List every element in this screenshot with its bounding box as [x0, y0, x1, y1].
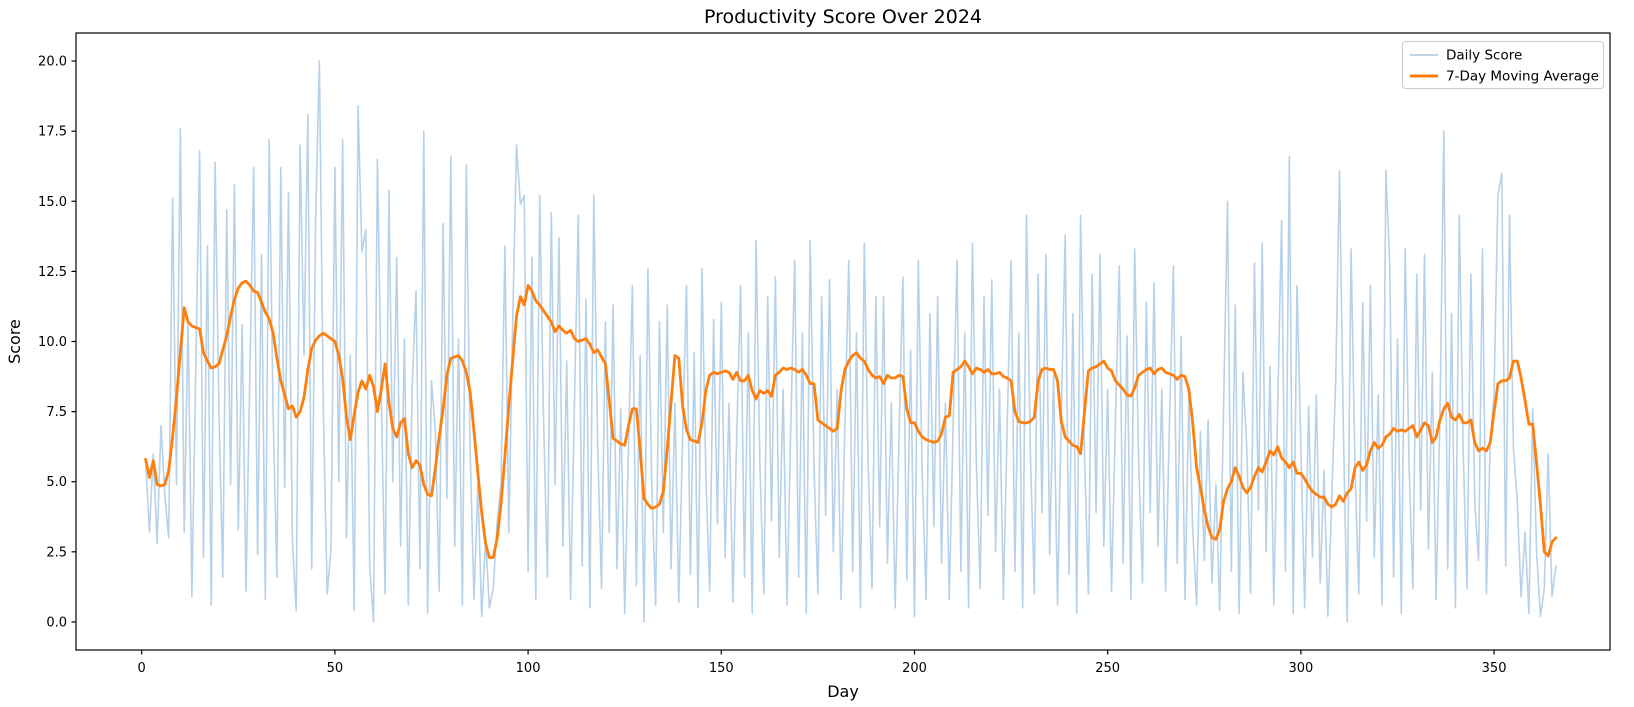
x-tick-label: 100 — [516, 661, 541, 676]
x-tick-label: 0 — [138, 661, 146, 676]
legend: Daily Score 7-Day Moving Average — [1402, 41, 1604, 89]
y-axis-label: Score — [5, 319, 24, 364]
x-tick-label: 150 — [709, 661, 734, 676]
moving-average-line — [144, 279, 1558, 559]
x-tick-label: 350 — [1482, 661, 1507, 676]
x-tick-label: 200 — [902, 661, 927, 676]
y-tick-label: 10.0 — [38, 335, 67, 350]
x-tick-label: 50 — [327, 661, 344, 676]
y-tick-label: 20.0 — [38, 55, 67, 70]
plot-lines — [144, 60, 1558, 623]
y-tick-label: 17.5 — [38, 125, 67, 140]
plot-border — [75, 32, 1611, 651]
y-tick-label: 2.5 — [46, 545, 67, 560]
x-axis-label: Day — [827, 682, 859, 701]
y-tick-label: 7.5 — [46, 405, 67, 420]
y-tick-label: 15.0 — [38, 195, 67, 210]
y-tick-label: 5.0 — [46, 475, 67, 490]
axis-ticks: 0 50 100 150 200 250 300 350 0.0 2.5 5.0 7.5 10.0 12.… — [38, 55, 1506, 676]
daily-score-line — [144, 60, 1557, 623]
x-tick-label: 300 — [1288, 661, 1313, 676]
legend-moving-average-label: 7-Day Moving Average — [1446, 69, 1599, 85]
y-tick-label: 0.0 — [46, 615, 67, 630]
legend-box — [1402, 41, 1604, 89]
x-tick-label: 250 — [1095, 661, 1120, 676]
legend-daily-score-label: Daily Score — [1446, 48, 1522, 64]
chart-title: Productivity Score Over 2024 — [704, 6, 982, 28]
y-tick-label: 12.5 — [38, 265, 67, 280]
